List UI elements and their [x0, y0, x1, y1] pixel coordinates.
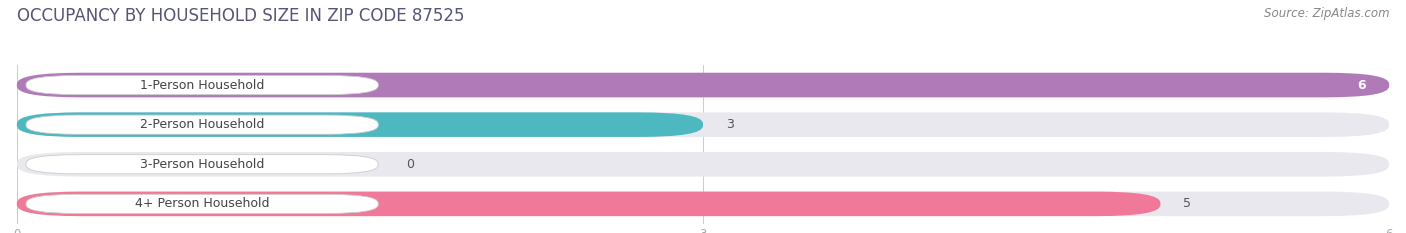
Text: OCCUPANCY BY HOUSEHOLD SIZE IN ZIP CODE 87525: OCCUPANCY BY HOUSEHOLD SIZE IN ZIP CODE … [17, 7, 464, 25]
FancyBboxPatch shape [17, 152, 1389, 177]
Text: 3-Person Household: 3-Person Household [141, 158, 264, 171]
Text: 4+ Person Household: 4+ Person Household [135, 197, 270, 210]
Text: 2-Person Household: 2-Person Household [141, 118, 264, 131]
Text: Source: ZipAtlas.com: Source: ZipAtlas.com [1264, 7, 1389, 20]
FancyBboxPatch shape [17, 192, 1160, 216]
Text: 0: 0 [406, 158, 413, 171]
FancyBboxPatch shape [27, 115, 378, 134]
Text: 5: 5 [1184, 197, 1191, 210]
FancyBboxPatch shape [27, 194, 378, 213]
Text: 3: 3 [725, 118, 734, 131]
FancyBboxPatch shape [27, 75, 378, 95]
FancyBboxPatch shape [17, 73, 1389, 97]
FancyBboxPatch shape [17, 73, 1389, 97]
FancyBboxPatch shape [17, 192, 1389, 216]
Text: 1-Person Household: 1-Person Household [141, 79, 264, 92]
FancyBboxPatch shape [27, 155, 378, 174]
Text: 6: 6 [1358, 79, 1367, 92]
FancyBboxPatch shape [17, 112, 1389, 137]
FancyBboxPatch shape [17, 112, 703, 137]
